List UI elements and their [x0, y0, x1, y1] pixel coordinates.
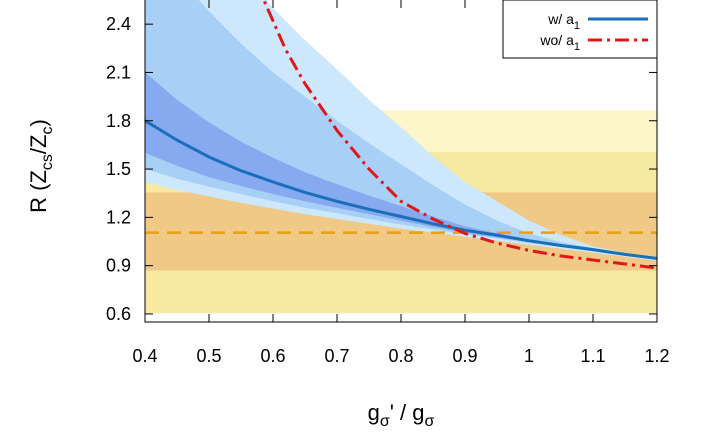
x-tick-label-8: 1.2: [644, 346, 669, 366]
legend-box: [502, 0, 658, 59]
x-tick-label-1: 0.5: [196, 346, 221, 366]
x-tick-label-4: 0.8: [388, 346, 413, 366]
x-tick-label-3: 0.7: [324, 346, 349, 366]
legend: w/ a1 wo/ a1: [502, 0, 658, 59]
x-axis-label: gσ' / gσ: [368, 400, 435, 430]
x-tick-label-6: 1: [524, 346, 534, 366]
y-tick-label-4: 1.8: [106, 111, 131, 131]
y-tick-label-3: 1.5: [106, 159, 131, 179]
y-tick-label-5: 2.1: [106, 62, 131, 82]
uncertainty-band-1: [145, 0, 657, 260]
y-axis-label: R (Zcs/Zc): [26, 119, 56, 213]
y-tick-label-2: 1.2: [106, 207, 131, 227]
y-tick-label-1: 0.9: [106, 256, 131, 276]
x-tick-label-5: 0.9: [452, 346, 477, 366]
plot-area: [145, 0, 657, 314]
x-tick-label-0: 0.4: [132, 346, 157, 366]
series-line-0: [145, 119, 657, 260]
legend-label-without-a1: wo/ a1: [539, 32, 580, 53]
axes-frame: [144, 0, 658, 323]
y-tick-label-0: 0.6: [106, 304, 131, 324]
x-tick-label-2: 0.6: [260, 346, 285, 366]
uncertainty-band-2: [145, 72, 657, 260]
x-tick-label-7: 1.1: [580, 346, 605, 366]
tick-labels: 0.4 0.5 0.6 0.7 0.8 0.9 1 1.1 1.2 0.6 0.9 1.2 1.5 1.8…: [106, 14, 670, 366]
legend-label-with-a1: w/ a1: [547, 11, 580, 32]
series-line-1: [262, 0, 657, 270]
y-tick-label-6: 2.4: [106, 14, 131, 34]
